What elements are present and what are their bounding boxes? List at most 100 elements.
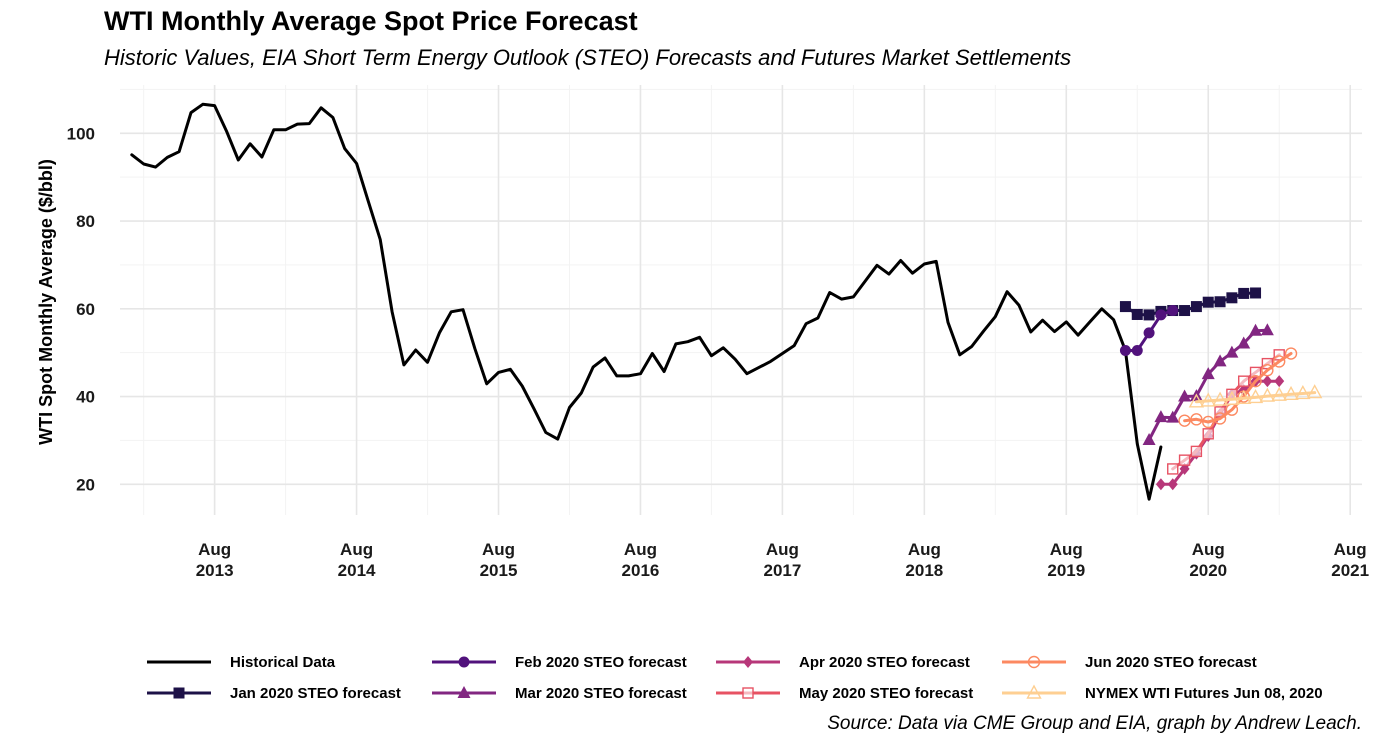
legend-item: Feb 2020 STEO forecast [432,654,687,671]
data-point [1202,296,1214,308]
y-tick-label: 60 [76,300,95,319]
x-tick-label-month: Aug [482,540,515,559]
series-3 [1142,323,1274,445]
data-point [1271,386,1287,401]
data-point [1283,385,1299,401]
data-point [1167,305,1179,317]
y-tick-label: 40 [76,388,95,407]
x-tick-label-year: 2019 [1047,561,1085,580]
y-tick-label: 100 [67,124,95,143]
legend-label: Jan 2020 STEO forecast [230,685,401,702]
data-point [1213,354,1227,367]
data-point [1202,428,1214,440]
data-point [1026,684,1042,699]
data-point [1167,478,1178,491]
data-point [457,686,471,698]
x-tick-label-year: 2013 [196,561,234,580]
data-point [1179,305,1191,317]
series-line [1171,353,1281,471]
legend-item: NYMEX WTI Futures Jun 08, 2020 [1002,684,1323,702]
x-tick-label-year: 2016 [622,561,660,580]
data-point [1213,412,1227,425]
data-point [1225,345,1239,358]
data-point [1143,309,1155,321]
legend-label: NYMEX WTI Futures Jun 08, 2020 [1085,685,1323,702]
data-point [1249,374,1262,388]
data-point [1190,445,1203,458]
data-point [1238,287,1250,299]
data-point [1131,308,1143,320]
data-point [1143,327,1155,339]
data-point [1274,375,1285,388]
data-point [1190,413,1203,426]
data-point [1155,478,1166,491]
legend-label: Mar 2020 STEO forecast [515,685,687,702]
data-point [1224,390,1240,405]
x-tick-label-month: Aug [1192,540,1225,559]
x-tick-label-year: 2021 [1331,561,1369,580]
data-point [1166,410,1180,423]
data-point [1247,388,1264,404]
data-point [458,656,470,668]
data-point [1202,415,1215,429]
data-point [1295,384,1311,400]
data-point [1178,389,1192,402]
legend-label: Feb 2020 STEO forecast [515,654,687,671]
grid-layer [120,85,1362,515]
x-tick-label-year: 2017 [763,561,801,580]
data-point [173,687,185,699]
x-tick-label-month: Aug [766,540,799,559]
data-point [1167,463,1179,475]
data-point [1259,387,1276,402]
x-tick-label-month: Aug [624,540,657,559]
data-point [1154,410,1168,423]
data-point [1262,375,1273,388]
data-point [743,656,753,668]
x-tick-label-month: Aug [340,540,373,559]
legend-item: May 2020 STEO forecast [716,685,973,702]
chart-subtitle: Historic Values, EIA Short Term Energy O… [104,45,1072,70]
data-point [1155,309,1167,321]
data-point [1200,392,1216,407]
data-point [1178,414,1191,427]
x-tick-label-month: Aug [1050,540,1083,559]
data-point [1238,375,1250,387]
data-point [1226,292,1238,304]
axis-layer: 20 40 60 80 100 Aug 2013 Aug 2014 Aug 2015 Aug 2016 A… [67,124,1369,580]
series-2 [1119,305,1179,356]
series-5 [1167,349,1285,475]
legend-label: May 2020 STEO forecast [799,685,973,702]
data-point [1307,384,1323,399]
data-point [1201,367,1215,380]
data-point [1188,393,1205,408]
legend: Historical Data Jan 2020 STEO forecast Feb… [147,654,1323,702]
series-layer [130,102,1323,501]
legend-item: Historical Data [147,654,336,671]
series-1 [1119,287,1262,321]
data-point [742,687,754,699]
data-point [1214,296,1226,308]
data-point [1027,655,1041,669]
legend-item: Mar 2020 STEO forecast [432,685,687,702]
data-point [1119,301,1131,313]
y-tick-label: 80 [76,212,95,231]
data-point [1236,389,1252,404]
legend-label: Apr 2020 STEO forecast [799,654,970,671]
data-point [1261,364,1274,377]
x-tick-label-year: 2014 [338,561,376,580]
data-point [1249,366,1262,379]
data-point [1250,287,1262,299]
x-tick-label-month: Aug [1334,540,1367,559]
x-tick-label-year: 2020 [1189,561,1227,580]
data-point [1284,347,1298,360]
y-tick-label: 20 [76,475,95,494]
data-point [1272,355,1286,368]
legend-label: Historical Data [230,654,336,671]
legend-label: Jun 2020 STEO forecast [1085,654,1257,671]
chart-title: WTI Monthly Average Spot Price Forecast [104,6,638,36]
x-tick-label-month: Aug [198,540,231,559]
source-caption: Source: Data via CME Group and EIA, grap… [827,713,1362,734]
data-point [1142,432,1156,445]
series-0 [130,102,1163,501]
